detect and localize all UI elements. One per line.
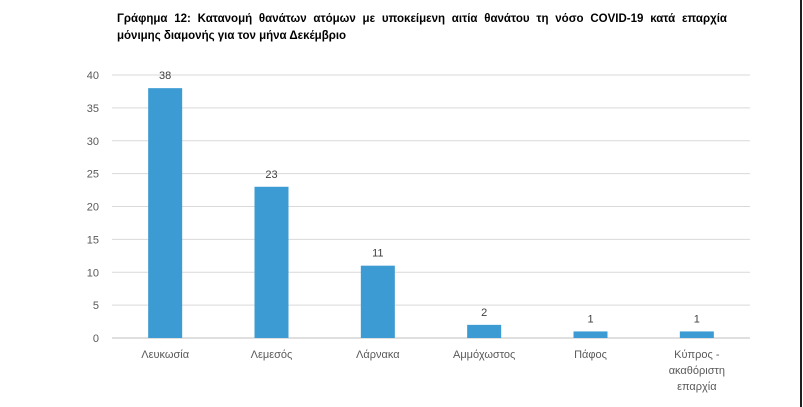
y-tick-label: 10: [87, 267, 99, 279]
x-tick-label: Λάρνακα: [356, 349, 400, 361]
y-tick-label: 20: [87, 202, 99, 214]
data-label: 1: [694, 313, 700, 325]
data-label: 2: [481, 307, 487, 319]
chart-title: Γράφημα 12: Κατανομή θανάτων ατόμων με υ…: [117, 13, 727, 42]
x-tick-label: Πάφος: [574, 349, 607, 361]
x-tick-label: Λευκωσία: [141, 349, 189, 361]
y-tick-label: 15: [87, 234, 99, 246]
bar: [360, 265, 395, 338]
bar: [467, 324, 502, 338]
gridlines: [112, 74, 750, 339]
data-label: 23: [265, 169, 277, 181]
x-tick-label: Κύπρος -ακαθόριστη επαρχία: [669, 349, 725, 393]
data-label: 1: [587, 313, 593, 325]
data-label: 38: [159, 70, 171, 82]
y-tick-label: 35: [87, 103, 99, 115]
y-tick-label: 30: [87, 136, 99, 148]
data-label: 11: [372, 248, 383, 260]
page-edge-rule: [800, 0, 802, 407]
x-tick-label: Αμμόχωστος: [453, 349, 515, 361]
y-tick-label: 25: [87, 169, 99, 181]
x-tick-label: Λεμεσός: [251, 349, 293, 361]
bar: [573, 331, 608, 338]
y-tick-label: 0: [93, 333, 99, 345]
x-axis-tick-labels: Λευκωσία Λεμεσός Λάρνακα Αμμόχωστος Πάφος Κύπ…: [141, 349, 725, 393]
y-axis-tick-labels: 0 5 10 15 20 25 30 35 40: [87, 70, 99, 345]
bar: [254, 186, 289, 338]
bar: [148, 88, 183, 339]
y-tick-label: 40: [87, 70, 99, 82]
y-tick-label: 5: [93, 300, 99, 312]
bars: [148, 88, 714, 339]
bar: [679, 331, 714, 338]
